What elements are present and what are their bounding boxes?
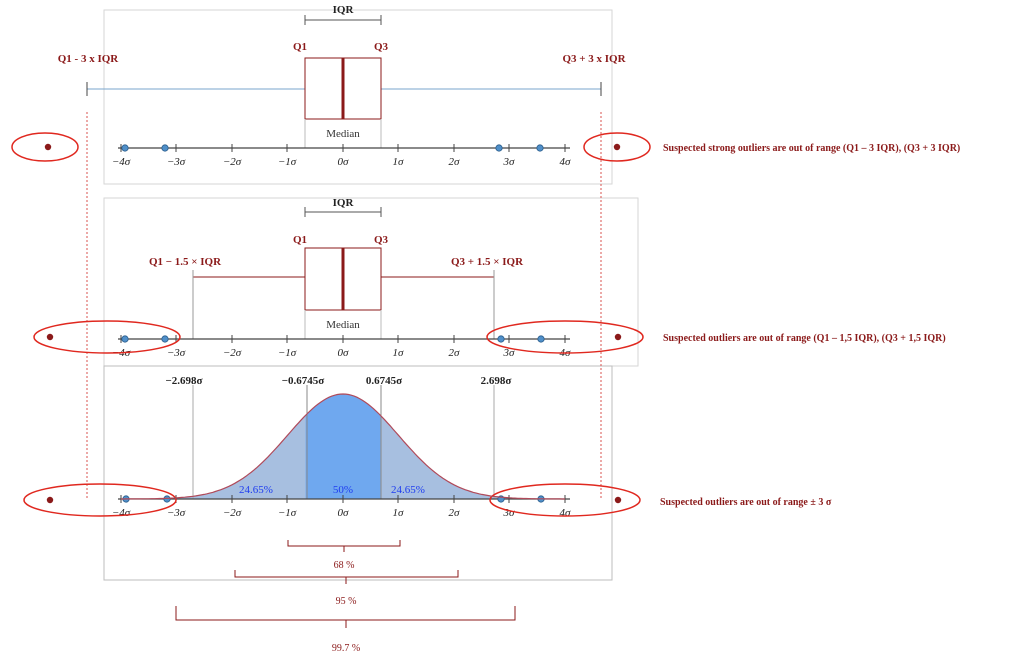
panel2-right-outlier-dot [614,333,622,341]
panel2-right-outlier-ellipse [486,320,644,354]
panel2-left-fence-label: Q1 − 1.5 × IQR [149,256,222,268]
panel1-right-outlier-ellipse [583,132,651,162]
axis-tick-label: −3σ [167,156,186,168]
axis-tick-label: −3σ [167,347,186,359]
area-label-right: 24.65% [391,484,425,496]
panel1-right-fence-label: Q3 + 3 x IQR [562,53,626,65]
bracket-68-label: 68 % [334,560,355,571]
bracket-95 [234,570,459,578]
panel3-right-outlier-dot [614,496,622,504]
bracket-68 [287,540,401,547]
panel1-frame [103,9,613,185]
panel1-axis-ticks: −4σ −3σ −2σ −1σ 0σ 1σ 2σ 3σ 4σ [112,144,571,168]
coverage-brackets: 68 % 95 % 99.7 % [175,540,516,654]
panel1-left-outlier-ellipse [11,132,79,162]
panel2-q3-label: Q3 [374,234,389,246]
panel2-median-label: Median [326,319,360,331]
axis-tick-label: −2σ [223,347,242,359]
axis-tick-label: 2σ [449,347,461,359]
panel3: −2.698σ −0.6745σ 0.6745σ 2.698σ 24.65% 5… [23,375,832,519]
panel3-note: Suspected outliers are out of range ± 3 … [660,497,832,508]
panel2-axis-ticks: −4σ −3σ −2σ −1σ 0σ 1σ 2σ 3σ 4σ [112,335,571,359]
panel2-left-outlier-dot [46,333,54,341]
axis-tick-label: −4σ [112,156,131,168]
axis-tick-label: −2σ [223,507,242,519]
panel2-right-fence-label: Q3 + 1.5 × IQR [451,256,524,268]
panel2-point [121,335,129,343]
axis-tick-label: 1σ [393,156,405,168]
panel1-note: Suspected strong outliers are out of ran… [663,143,960,154]
axis-tick-label: −2σ [223,156,242,168]
panel2-left-outlier-ellipse [33,320,181,354]
axis-tick-label: −3σ [167,507,186,519]
panel2-point [161,335,169,343]
quantile-label: 2.698σ [481,375,512,387]
axis-tick-label: −1σ [278,347,297,359]
panel1-point [161,144,169,152]
bracket-95-label: 95 % [336,596,357,607]
bracket-997-label: 99.7 % [332,643,360,654]
panel1-right-outlier-dot [613,143,621,151]
quantile-label: −2.698σ [165,375,202,387]
panel2: IQR Q1 Q3 Q1 − 1.5 × IQR Q3 + 1.5 × IQR … [33,197,946,359]
area-label-center: 50% [333,484,353,496]
axis-tick-label: −4σ [112,507,131,519]
panel3-left-outlier-dot [46,496,54,504]
quantile-label: 0.6745σ [366,375,402,387]
normal-curve [121,393,565,500]
area-label-left: 24.65% [239,484,273,496]
panel2-point [537,335,545,343]
axis-tick-label: 2σ [449,156,461,168]
panel2-q1-label: Q1 [293,234,307,246]
axis-tick-label: −1σ [278,507,297,519]
panel1-q3-label: Q3 [374,41,389,53]
panel1-left-fence-label: Q1 - 3 x IQR [58,53,120,65]
panel1-iqr-label: IQR [333,4,355,16]
panel1-left-outlier-dot [44,143,52,151]
panel1-median-label: Median [326,128,360,140]
panel2-iqr-label: IQR [333,197,355,209]
axis-tick-label: −1σ [278,156,297,168]
axis-tick-label: 2σ [449,507,461,519]
axis-tick-label: 0σ [338,507,350,519]
bracket-997 [175,606,516,621]
panel1-point [121,144,129,152]
axis-tick-label: 4σ [560,156,572,168]
panel3-left-outlier-ellipse [23,483,177,517]
axis-tick-label: 1σ [393,507,405,519]
axis-tick-label: 0σ [338,156,350,168]
axis-tick-label: 1σ [393,347,405,359]
panel1: IQR Q1 Q3 Q1 - 3 x IQR Q3 + 3 x IQR Medi… [11,4,960,168]
panel3-right-outlier-ellipse [489,483,641,517]
central-50-area [305,394,381,499]
axis-tick-label: 0σ [338,347,350,359]
panel1-point [536,144,544,152]
panel3-frame [103,365,613,581]
quantile-label: −0.6745σ [282,375,325,387]
panel2-point [497,335,505,343]
panel1-point [495,144,503,152]
panel2-note: Suspected outliers are out of range (Q1 … [663,333,946,344]
axis-tick-label: 3σ [503,156,516,168]
axis-tick-label: 4σ [560,507,572,519]
axis-tick-label: 3σ [503,347,516,359]
panel1-q1-label: Q1 [293,41,307,53]
